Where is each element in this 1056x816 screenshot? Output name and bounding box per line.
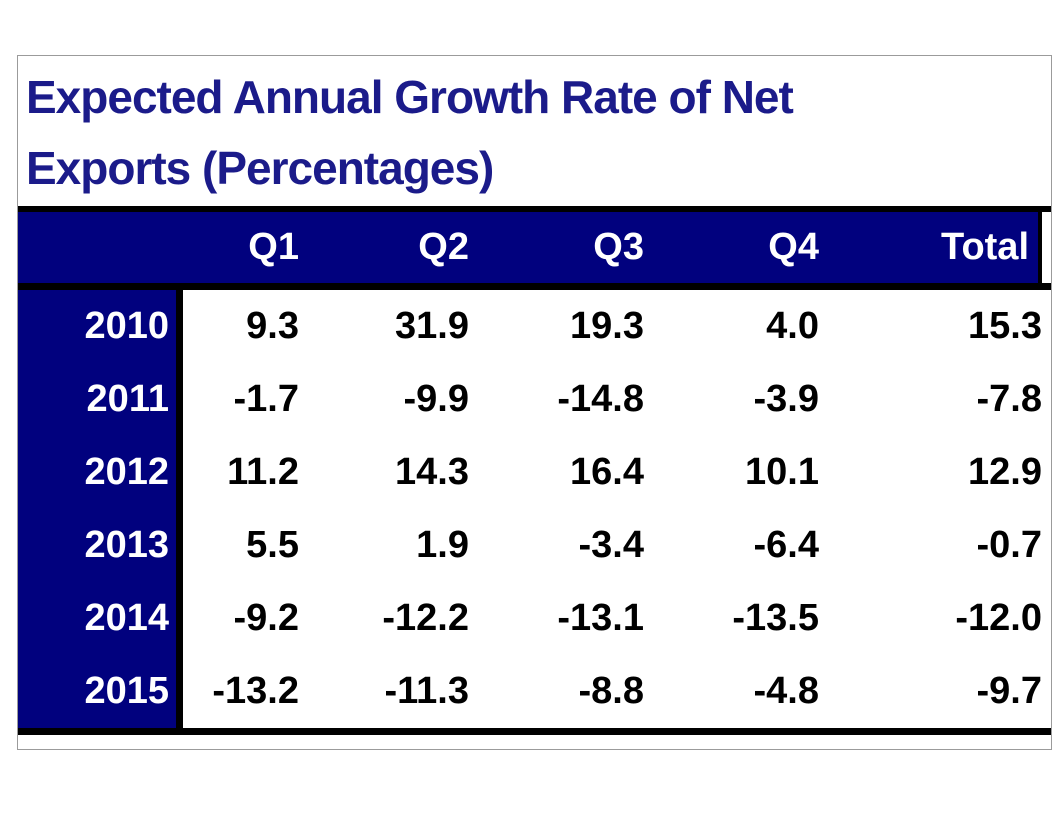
table-body: 2010 9.3 31.9 19.3 4.0 15.3 2011 -1.7 -9…	[18, 290, 1051, 728]
cell-value: -11.3	[384, 670, 469, 712]
table-row-2011: 2011 -1.7 -9.9 -14.8 -3.9 -7.8	[18, 363, 1051, 436]
cell-value: -6.4	[753, 524, 819, 566]
cell-value: 11.2	[227, 451, 299, 493]
cell-value: -7.8	[976, 378, 1042, 420]
cell-value: 15.3	[968, 305, 1042, 347]
cell-value: -4.8	[753, 670, 819, 712]
cell-value: -1.7	[233, 378, 299, 420]
cell-value: 31.9	[395, 305, 469, 347]
row-year-label: 2010	[18, 290, 183, 363]
cell-value: -8.8	[578, 670, 644, 712]
table-title-line2: Exports (Percentages)	[26, 142, 494, 194]
cell-value: 16.4	[570, 451, 644, 493]
cell-value: -13.1	[557, 597, 644, 639]
cell-value: -9.7	[976, 670, 1042, 712]
cell-value: -3.9	[753, 378, 819, 420]
table-title: Expected Annual Growth Rate of Net Expor…	[18, 56, 1051, 206]
table-row-2013: 2013 5.5 1.9 -3.4 -6.4 -0.7	[18, 509, 1051, 582]
header-divider-rule	[18, 283, 1051, 290]
cell-value: 10.1	[745, 451, 819, 493]
table-row-2010: 2010 9.3 31.9 19.3 4.0 15.3	[18, 290, 1051, 363]
cell-value: -0.7	[976, 524, 1042, 566]
row-year-label: 2012	[18, 436, 183, 509]
col-header-q3: Q3	[593, 226, 644, 268]
row-year-label: 2014	[18, 582, 183, 655]
row-year-label: 2013	[18, 509, 183, 582]
table-row-2015: 2015 -13.2 -11.3 -8.8 -4.8 -9.7	[18, 655, 1051, 728]
table-row-2012: 2012 11.2 14.3 16.4 10.1 12.9	[18, 436, 1051, 509]
cell-value: -14.8	[557, 378, 644, 420]
cell-value: 9.3	[246, 305, 299, 347]
growth-rate-table: Expected Annual Growth Rate of Net Expor…	[17, 55, 1052, 750]
cell-value: 5.5	[246, 524, 299, 566]
cell-value: -12.2	[382, 597, 469, 639]
table-title-line1: Expected Annual Growth Rate of Net	[26, 71, 794, 123]
cell-value: 4.0	[766, 305, 819, 347]
footer-strip	[18, 735, 1051, 749]
bottom-rule	[18, 728, 1051, 735]
cell-value: 12.9	[968, 451, 1042, 493]
cell-value: 19.3	[570, 305, 644, 347]
cell-value: -13.5	[732, 597, 819, 639]
col-header-total: Total	[941, 226, 1029, 268]
cell-value: -3.4	[578, 524, 644, 566]
row-year-label: 2015	[18, 655, 183, 728]
cell-value: -9.9	[403, 378, 469, 420]
row-year-label: 2011	[18, 363, 183, 436]
col-header-q1: Q1	[248, 226, 299, 268]
col-header-q2: Q2	[418, 226, 469, 268]
title-divider-rule	[18, 206, 1051, 212]
table-header-row: Q1 Q2 Q3 Q4 Total	[18, 212, 1042, 283]
cell-value: -9.2	[233, 597, 299, 639]
table-row-2014: 2014 -9.2 -12.2 -13.1 -13.5 -12.0	[18, 582, 1051, 655]
cell-value: 14.3	[395, 451, 469, 493]
cell-value: -13.2	[212, 670, 299, 712]
cell-value: -12.0	[955, 597, 1042, 639]
cell-value: 1.9	[416, 524, 469, 566]
col-header-q4: Q4	[768, 226, 819, 268]
